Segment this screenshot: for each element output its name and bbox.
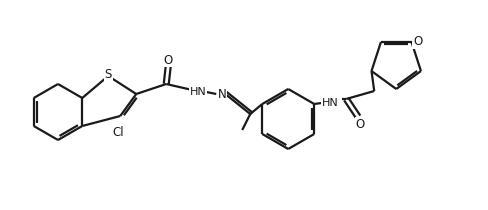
Text: HN: HN <box>190 87 206 97</box>
Text: O: O <box>163 54 173 67</box>
Text: S: S <box>104 68 112 81</box>
Text: O: O <box>356 118 365 130</box>
Text: HN: HN <box>322 97 339 108</box>
Text: N: N <box>218 88 226 101</box>
Text: Cl: Cl <box>112 126 124 139</box>
Text: O: O <box>413 35 422 49</box>
